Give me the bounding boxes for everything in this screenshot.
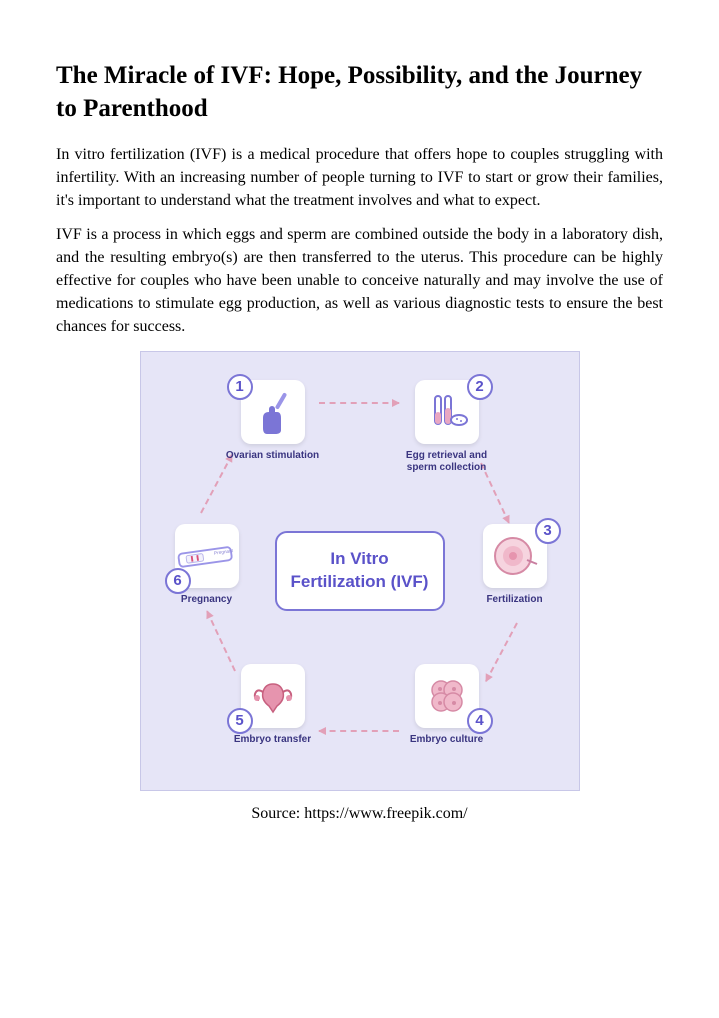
step-number-badge: 5: [227, 708, 253, 734]
infographic-container: In Vitro Fertilization (IVF) 1 Ovarian s…: [56, 351, 663, 823]
arrow-6-1: [200, 454, 233, 513]
step-pregnancy: 6 Pregnant Pregnancy: [159, 524, 255, 606]
step-number-badge: 3: [535, 518, 561, 544]
step-label: Pregnancy: [181, 594, 232, 606]
intro-paragraph-2: IVF is a process in which eggs and sperm…: [56, 223, 663, 339]
intro-paragraph-1: In vitro fertilization (IVF) is a medica…: [56, 143, 663, 213]
uterus-icon: [249, 672, 297, 720]
arrow-1-2: [319, 402, 399, 404]
syringe-hand-icon: [249, 388, 297, 436]
page-title: The Miracle of IVF: Hope, Possibility, a…: [56, 60, 663, 125]
step-number-badge: 2: [467, 374, 493, 400]
step-ovarian-stimulation: 1 Ovarian stimulation: [225, 380, 321, 462]
center-title-box: In Vitro Fertilization (IVF): [275, 531, 445, 611]
ivf-infographic: In Vitro Fertilization (IVF) 1 Ovarian s…: [140, 351, 580, 791]
step-fertilization: 3 Fertilization: [467, 524, 563, 606]
step-embryo-culture: 4 Embryo culture: [399, 664, 495, 746]
arrow-5-6: [206, 610, 236, 671]
source-caption: Source: https://www.freepik.com/: [251, 805, 467, 823]
arrow-4-5: [319, 730, 399, 732]
step-label: Egg retrieval and sperm collection: [399, 450, 495, 474]
step-egg-retrieval: 2 Egg retrieval and sperm collection: [399, 380, 495, 474]
test-tubes-icon: [423, 388, 471, 436]
embryo-cells-icon: [423, 672, 471, 720]
petri-dish-icon: [491, 532, 539, 580]
step-label: Embryo transfer: [234, 734, 311, 746]
step-label: Embryo culture: [410, 734, 483, 746]
step-number-badge: 6: [165, 568, 191, 594]
step-embryo-transfer: 5 Embryo transfer: [225, 664, 321, 746]
step-label: Fertilization: [486, 594, 542, 606]
step-label: Ovarian stimulation: [226, 450, 319, 462]
step-number-badge: 1: [227, 374, 253, 400]
step-number-badge: 4: [467, 708, 493, 734]
